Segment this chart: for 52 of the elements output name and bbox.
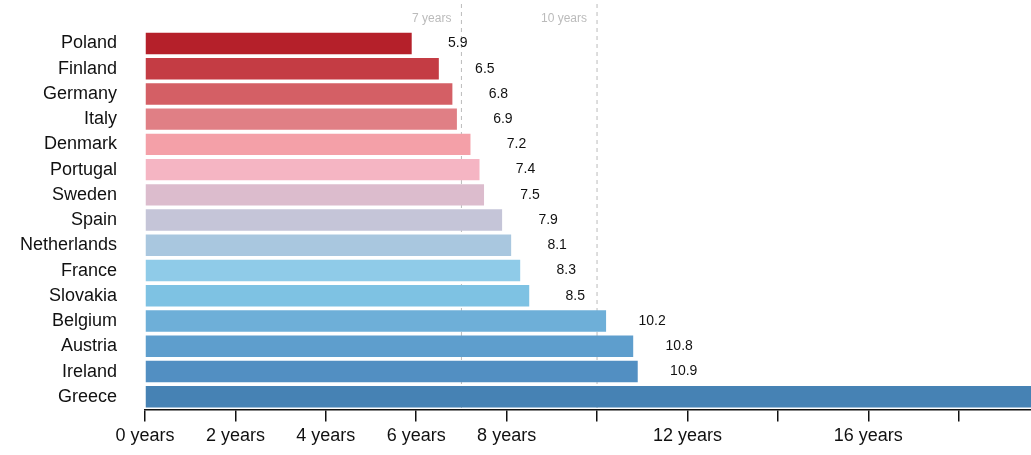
x-tick-label: 12 years bbox=[652, 425, 722, 446]
y-tick-label: Ireland bbox=[61, 360, 117, 381]
y-tick-label: Netherlands bbox=[19, 234, 117, 255]
y-tick-label: Poland bbox=[60, 32, 117, 53]
data-label: 10.9 bbox=[670, 362, 698, 379]
bar bbox=[145, 158, 480, 181]
data-label: 7.2 bbox=[506, 135, 527, 152]
data-label: 8.3 bbox=[556, 261, 577, 278]
ref-line-label: 7 years bbox=[412, 11, 452, 26]
x-tick-label: 2 years bbox=[205, 425, 265, 446]
y-tick-label: Austria bbox=[60, 335, 118, 356]
bar bbox=[145, 83, 453, 105]
y-tick-label: Slovakia bbox=[48, 284, 118, 305]
x-tick-label: 8 years bbox=[477, 425, 537, 446]
bar bbox=[145, 259, 521, 282]
bar bbox=[145, 209, 503, 231]
y-tick-label: Spain bbox=[70, 209, 117, 230]
bar bbox=[145, 133, 471, 156]
y-tick-label: Belgium bbox=[51, 310, 117, 331]
bar bbox=[145, 32, 412, 55]
y-tick-label: Sweden bbox=[51, 183, 117, 204]
bar bbox=[145, 310, 607, 332]
bar bbox=[145, 234, 512, 257]
data-label: 6.9 bbox=[493, 110, 513, 126]
data-label: 6.5 bbox=[475, 59, 495, 76]
y-tick-label: Germany bbox=[42, 82, 117, 103]
y-tick-label: Denmark bbox=[43, 133, 118, 154]
bar bbox=[145, 184, 485, 206]
bar bbox=[145, 335, 634, 358]
bar bbox=[145, 285, 530, 307]
x-tick-label: 0 years bbox=[115, 425, 175, 446]
data-label: 10.8 bbox=[665, 337, 694, 354]
y-tick-label: France bbox=[60, 259, 117, 280]
bar bbox=[145, 57, 439, 80]
ref-line-label: 10 years bbox=[541, 11, 588, 26]
x-tick-label: 16 years bbox=[833, 425, 903, 446]
data-label: 7.5 bbox=[520, 185, 540, 202]
data-label: 7.4 bbox=[515, 160, 536, 177]
data-label: 5.9 bbox=[447, 34, 468, 51]
y-tick-label: Greece bbox=[57, 385, 117, 406]
data-label: 7.9 bbox=[538, 210, 559, 227]
x-tick-label: 6 years bbox=[386, 425, 446, 446]
bar bbox=[145, 108, 457, 130]
y-tick-label: Finland bbox=[57, 57, 117, 78]
x-tick-label: 4 years bbox=[296, 425, 356, 446]
data-label: 6.8 bbox=[488, 84, 509, 101]
data-label: 10.2 bbox=[638, 311, 666, 328]
y-tick-label: Italy bbox=[83, 108, 117, 129]
data-label: 8.5 bbox=[565, 286, 586, 303]
y-tick-label: Portugal bbox=[49, 158, 117, 179]
bar bbox=[145, 360, 638, 383]
data-label: 8.1 bbox=[547, 236, 568, 253]
